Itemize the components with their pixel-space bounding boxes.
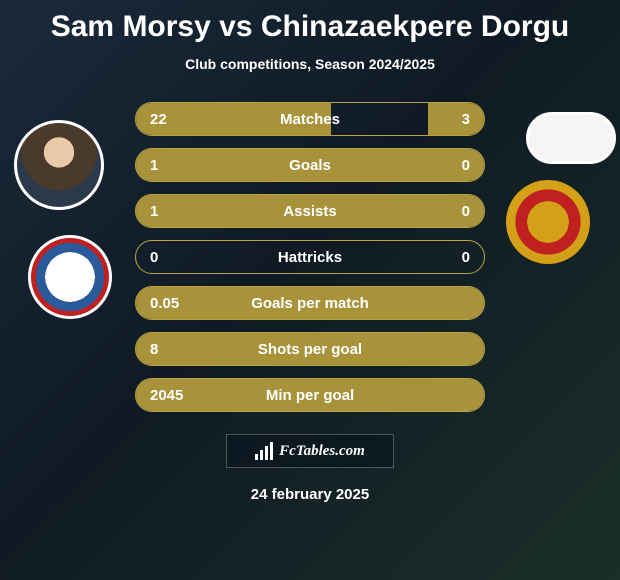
stat-value-left: 8 [136,341,236,358]
stat-row: 2045Min per goal [135,378,485,412]
stat-label: Goals [236,157,384,174]
brand-text: FcTables.com [279,443,365,460]
stat-value-left: 0 [136,249,236,266]
stat-value-right: 0 [384,203,484,220]
stat-value-left: 2045 [136,387,236,404]
date-text: 24 february 2025 [251,486,369,503]
content-container: Sam Morsy vs Chinazaekpere Dorgu Club co… [0,0,620,580]
page-title: Sam Morsy vs Chinazaekpere Dorgu [51,10,570,44]
stat-value-right: 0 [384,157,484,174]
stats-container: 22Matches31Goals01Assists00Hattricks00.0… [135,102,485,412]
subtitle: Club competitions, Season 2024/2025 [185,56,435,72]
stat-label: Shots per goal [236,341,384,358]
stat-row: 0.05Goals per match [135,286,485,320]
brand-logo[interactable]: FcTables.com [226,434,394,468]
player2-club-badge-icon [506,180,590,264]
brand-bars-icon [255,442,273,460]
stat-row: 0Hattricks0 [135,240,485,274]
stat-row: 1Goals0 [135,148,485,182]
stat-value-left: 1 [136,157,236,174]
player1-club-badge-icon [28,235,112,319]
stat-value-right: 0 [384,249,484,266]
stat-value-left: 22 [136,111,236,128]
stat-label: Min per goal [236,387,384,404]
stat-row: 8Shots per goal [135,332,485,366]
stat-label: Assists [236,203,384,220]
stat-row: 22Matches3 [135,102,485,136]
stat-row: 1Assists0 [135,194,485,228]
stat-label: Hattricks [236,249,384,266]
stat-value-right: 3 [384,111,484,128]
stat-value-left: 1 [136,203,236,220]
stat-label: Matches [236,111,384,128]
stat-label: Goals per match [236,295,384,312]
stat-value-left: 0.05 [136,295,236,312]
player2-avatar [526,112,616,164]
player1-avatar [14,120,104,210]
